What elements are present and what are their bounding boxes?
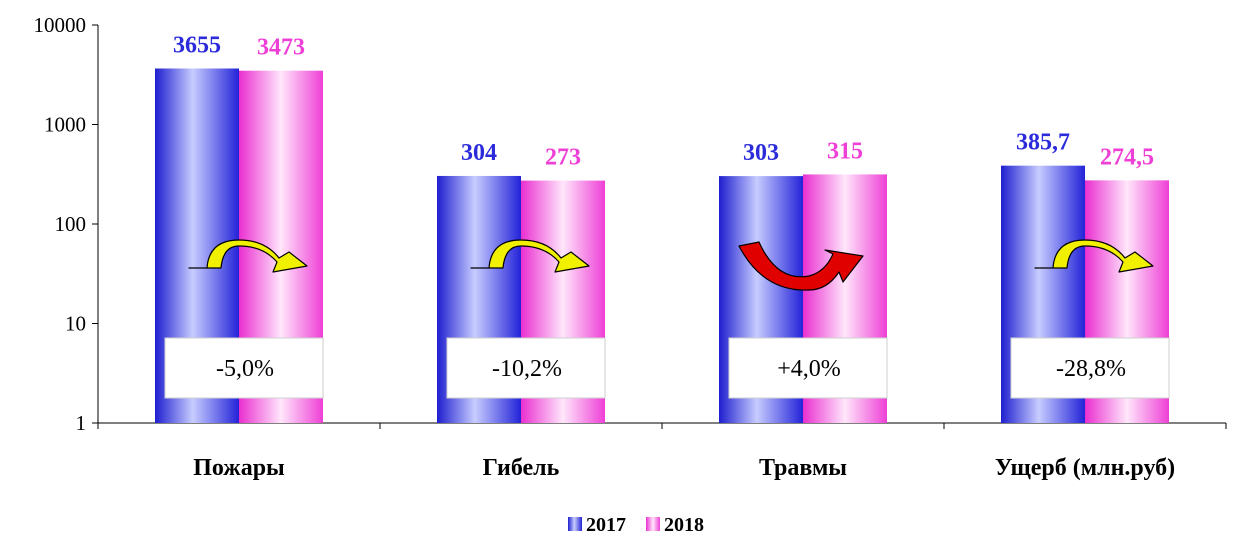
change-box [164,337,324,399]
data-label-2018: 274,5 [1100,144,1154,170]
change-box [1010,337,1170,399]
change-percent-label: -5,0% [216,356,274,382]
axes: 1 10 100 1000 10000 Пожары Гибель Травмы Ущерб (… [34,13,1227,481]
y-tick-label: 10 [65,312,86,336]
change-arrow-up-icon: +4,0% [728,241,888,399]
data-label-2018: 315 [827,138,863,164]
change-percent-label: +4,0% [777,356,841,382]
arrow-shape [1034,239,1154,273]
arrow-shape [188,239,308,273]
legend: 2017 2018 [568,514,704,536]
x-category-label: Пожары [193,455,285,481]
change-box [728,337,888,399]
data-label-2017: 3655 [173,32,221,58]
data-label-2018: 273 [545,145,581,171]
x-category-label: Гибель [483,455,560,481]
y-tick-label: 10000 [34,13,87,37]
legend-label-2017: 2017 [586,514,626,536]
data-label-2017: 303 [743,140,779,166]
y-tick-label: 100 [55,212,87,236]
arrow-shape [738,241,864,291]
change-percent-label: -28,8% [1056,356,1126,382]
y-tick-label: 1 [76,411,87,435]
x-category-label: Травмы [759,455,847,481]
change-box [446,337,606,399]
legend-swatch-2018 [646,517,660,531]
data-label-2017: 385,7 [1016,130,1070,156]
annotations: -5,0% -10,2% +4,0% -28,8% [164,239,1170,399]
change-arrow-down-icon: -28,8% [1010,239,1170,399]
data-label-2018: 3473 [257,35,305,61]
data-label-2017: 304 [461,140,497,166]
y-tick-label: 1000 [44,113,86,137]
legend-swatch-2017 [568,517,582,531]
arrow-shape [470,239,590,273]
x-category-label: Ущерб (млн.руб) [995,455,1175,481]
change-arrow-down-icon: -10,2% [446,239,606,399]
change-percent-label: -10,2% [492,356,562,382]
legend-label-2018: 2018 [664,514,704,536]
change-arrow-down-icon: -5,0% [164,239,324,399]
